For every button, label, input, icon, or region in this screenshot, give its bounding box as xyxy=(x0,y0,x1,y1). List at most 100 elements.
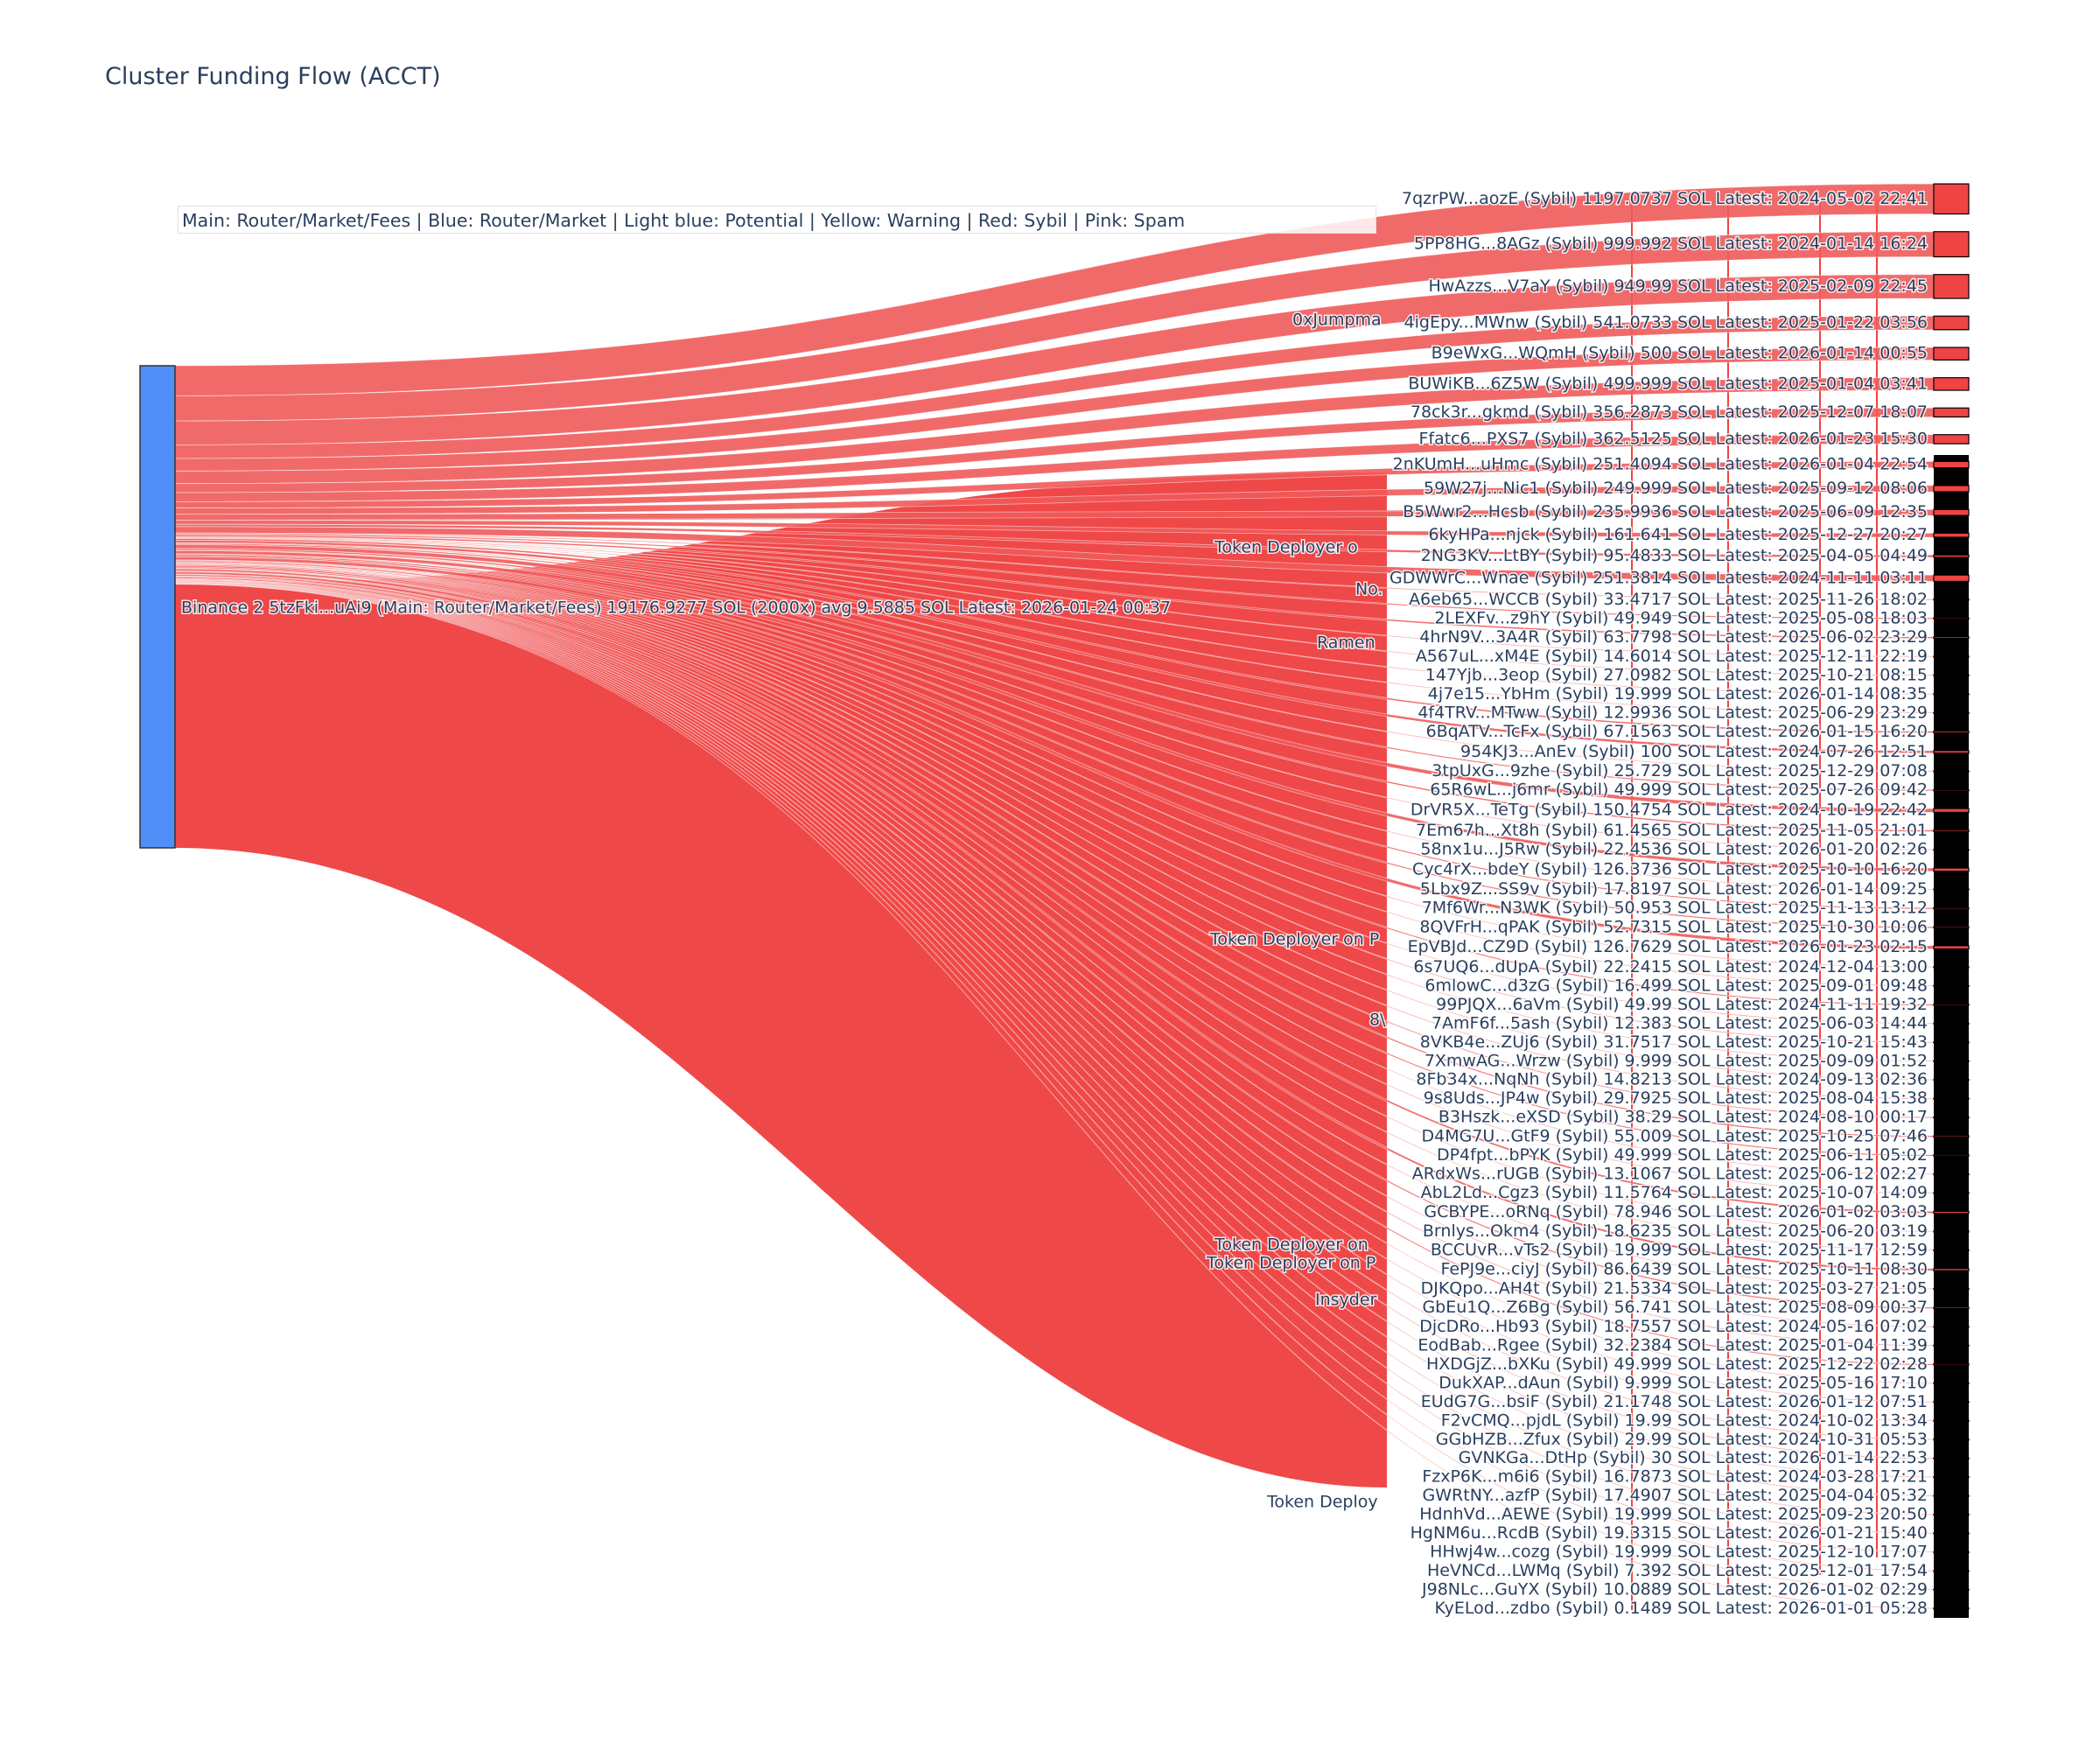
target-node-38[interactable] xyxy=(1933,1060,1970,1062)
target-node-label: A6eb65...WCCB (Sybil) 33.4717 SOL Latest… xyxy=(1409,590,1928,609)
target-node-40[interactable] xyxy=(1933,1097,1970,1100)
target-node-label: GDWWrC...Wnae (Sybil) 251.3814 SOL Lates… xyxy=(1390,568,1928,587)
target-node-label: ARdxWs...rUGB (Sybil) 13.1067 SOL Latest… xyxy=(1412,1165,1928,1184)
link-remainder-flow[interactable] xyxy=(175,472,1387,1488)
target-node-20[interactable] xyxy=(1933,711,1970,715)
target-node-22[interactable] xyxy=(1933,750,1970,754)
target-node-4[interactable] xyxy=(1933,346,1970,361)
target-node-25[interactable] xyxy=(1933,808,1970,813)
target-node-label: 8Fb34x...NqNh (Sybil) 14.8213 SOL Latest… xyxy=(1416,1070,1928,1089)
target-node-46[interactable] xyxy=(1933,1210,1970,1214)
target-node-label: 4hrN9V...3A4R (Sybil) 63.7798 SOL Latest… xyxy=(1419,627,1928,647)
tiny-nodes-block xyxy=(1934,455,1969,1618)
target-node-57[interactable] xyxy=(1933,1419,1970,1423)
target-node-59[interactable] xyxy=(1933,1457,1970,1460)
target-node-53[interactable] xyxy=(1933,1344,1970,1348)
target-node-6[interactable] xyxy=(1933,407,1970,418)
target-node-36[interactable] xyxy=(1933,1022,1970,1026)
target-node-29[interactable] xyxy=(1933,888,1970,891)
source-node[interactable] xyxy=(139,365,176,849)
intermediate-node-label: Insyder xyxy=(1315,1291,1377,1310)
target-node-13[interactable] xyxy=(1933,574,1970,583)
target-node-30[interactable] xyxy=(1933,906,1970,910)
target-node-62[interactable] xyxy=(1933,1513,1970,1516)
target-node-37[interactable] xyxy=(1933,1041,1970,1044)
target-node-label: Cyc4rX...bdeY (Sybil) 126.3736 SOL Lates… xyxy=(1412,859,1928,878)
target-node-label: 4igEpy...MWnw (Sybil) 541.0733 SOL Lates… xyxy=(1404,313,1928,332)
target-node-28[interactable] xyxy=(1933,867,1970,872)
target-node-23[interactable] xyxy=(1933,770,1970,773)
target-node-label: GWRtNY...azfP (Sybil) 17.4907 SOL Latest… xyxy=(1423,1486,1928,1505)
target-node-label: 9s8Uds...JP4w (Sybil) 29.7925 SOL Latest… xyxy=(1424,1088,1928,1108)
target-node-61[interactable] xyxy=(1933,1494,1970,1497)
target-node-label: HHwj4w...cozg (Sybil) 19.999 SOL Latest:… xyxy=(1430,1542,1928,1561)
target-node-63[interactable] xyxy=(1933,1532,1970,1535)
target-node-label: EodBab...Rgee (Sybil) 32.2384 SOL Latest… xyxy=(1418,1335,1928,1354)
target-node-12[interactable] xyxy=(1933,554,1970,558)
target-node-label: 59W27j...Nic1 (Sybil) 249.999 SOL Latest… xyxy=(1424,479,1928,498)
target-node-41[interactable] xyxy=(1933,1116,1970,1119)
target-node-47[interactable] xyxy=(1933,1230,1970,1233)
target-node-58[interactable] xyxy=(1933,1438,1970,1441)
target-node-label: F2vCMQ...pjdL (Sybil) 19.99 SOL Latest: … xyxy=(1441,1410,1928,1430)
target-node-label: 7Em67h...Xt8h (Sybil) 61.4565 SOL Latest… xyxy=(1416,821,1928,840)
target-node-34[interactable] xyxy=(1933,984,1970,987)
target-node-50[interactable] xyxy=(1933,1287,1970,1291)
target-node-label: 4f4TRV...MTww (Sybil) 12.9936 SOL Latest… xyxy=(1418,703,1928,722)
target-node-33[interactable] xyxy=(1933,966,1970,969)
target-node-43[interactable] xyxy=(1933,1154,1970,1157)
target-node-15[interactable] xyxy=(1933,617,1970,620)
target-node-60[interactable] xyxy=(1933,1475,1970,1479)
target-node-label: DP4fpt...bPYK (Sybil) 49.999 SOL Latest:… xyxy=(1437,1145,1928,1165)
target-node-39[interactable] xyxy=(1933,1079,1970,1082)
target-node-0[interactable] xyxy=(1933,183,1970,215)
legend-annotation: Main: Router/Market/Fees | Blue: Router/… xyxy=(178,206,1376,234)
target-node-32[interactable] xyxy=(1933,945,1970,950)
target-node-49[interactable] xyxy=(1933,1268,1970,1271)
target-node-3[interactable] xyxy=(1933,315,1970,331)
target-node-66[interactable] xyxy=(1933,1588,1970,1592)
target-node-9[interactable] xyxy=(1933,485,1970,493)
target-node-label: GCBYPE...oRNq (Sybil) 78.946 SOL Latest:… xyxy=(1424,1202,1928,1222)
target-node-label: HwAzzs...V7aY (Sybil) 949.99 SOL Latest:… xyxy=(1429,276,1928,296)
target-node-label: 58nx1u...J5Rw (Sybil) 22.4536 SOL Latest… xyxy=(1420,840,1928,859)
target-node-label: 2nKUmH...uHmc (Sybil) 251.4094 SOL Lates… xyxy=(1393,455,1928,474)
target-node-35[interactable] xyxy=(1933,1004,1970,1006)
target-node-64[interactable] xyxy=(1933,1550,1970,1554)
target-node-label: DrVR5X...TeTg (Sybil) 150.4754 SOL Lates… xyxy=(1410,801,1928,820)
target-node-label: 2LEXFv...z9hY (Sybil) 49.949 SOL Latest:… xyxy=(1434,608,1928,627)
target-node-2[interactable] xyxy=(1933,274,1970,299)
target-node-16[interactable] xyxy=(1933,636,1970,640)
target-node-56[interactable] xyxy=(1933,1401,1970,1404)
target-node-1[interactable] xyxy=(1933,231,1970,258)
target-node-54[interactable] xyxy=(1933,1363,1970,1366)
target-node-label: 8QVFrH...qPAK (Sybil) 52.7315 SOL Latest… xyxy=(1419,917,1928,936)
target-node-42[interactable] xyxy=(1933,1135,1970,1138)
target-node-7[interactable] xyxy=(1933,434,1970,444)
target-node-11[interactable] xyxy=(1933,532,1970,538)
target-node-14[interactable] xyxy=(1933,598,1970,601)
target-node-5[interactable] xyxy=(1933,377,1970,391)
target-node-51[interactable] xyxy=(1933,1306,1970,1310)
target-node-8[interactable] xyxy=(1933,460,1970,469)
target-node-44[interactable] xyxy=(1933,1172,1970,1176)
target-node-17[interactable] xyxy=(1933,655,1970,658)
target-node-label: DukXAP...dAun (Sybil) 9.999 SOL Latest: … xyxy=(1438,1373,1928,1392)
target-node-31[interactable] xyxy=(1933,926,1970,929)
target-node-label: BUWiKB...6Z5W (Sybil) 499.999 SOL Latest… xyxy=(1408,374,1928,393)
target-node-55[interactable] xyxy=(1933,1382,1970,1385)
target-node-45[interactable] xyxy=(1933,1192,1970,1194)
target-node-label: DjcDRo...Hb93 (Sybil) 18.7557 SOL Latest… xyxy=(1419,1317,1928,1336)
target-node-24[interactable] xyxy=(1933,788,1970,792)
target-node-21[interactable] xyxy=(1933,731,1970,734)
target-node-65[interactable] xyxy=(1933,1570,1970,1572)
target-node-19[interactable] xyxy=(1933,693,1970,696)
target-node-26[interactable] xyxy=(1933,830,1970,832)
links-layer xyxy=(174,183,1935,1610)
target-node-67[interactable] xyxy=(1933,1607,1970,1610)
target-node-10[interactable] xyxy=(1933,508,1970,516)
target-node-52[interactable] xyxy=(1933,1326,1970,1328)
target-node-label: D4MG7U...GtF9 (Sybil) 55.009 SOL Latest:… xyxy=(1422,1126,1928,1145)
target-node-18[interactable] xyxy=(1933,674,1970,677)
